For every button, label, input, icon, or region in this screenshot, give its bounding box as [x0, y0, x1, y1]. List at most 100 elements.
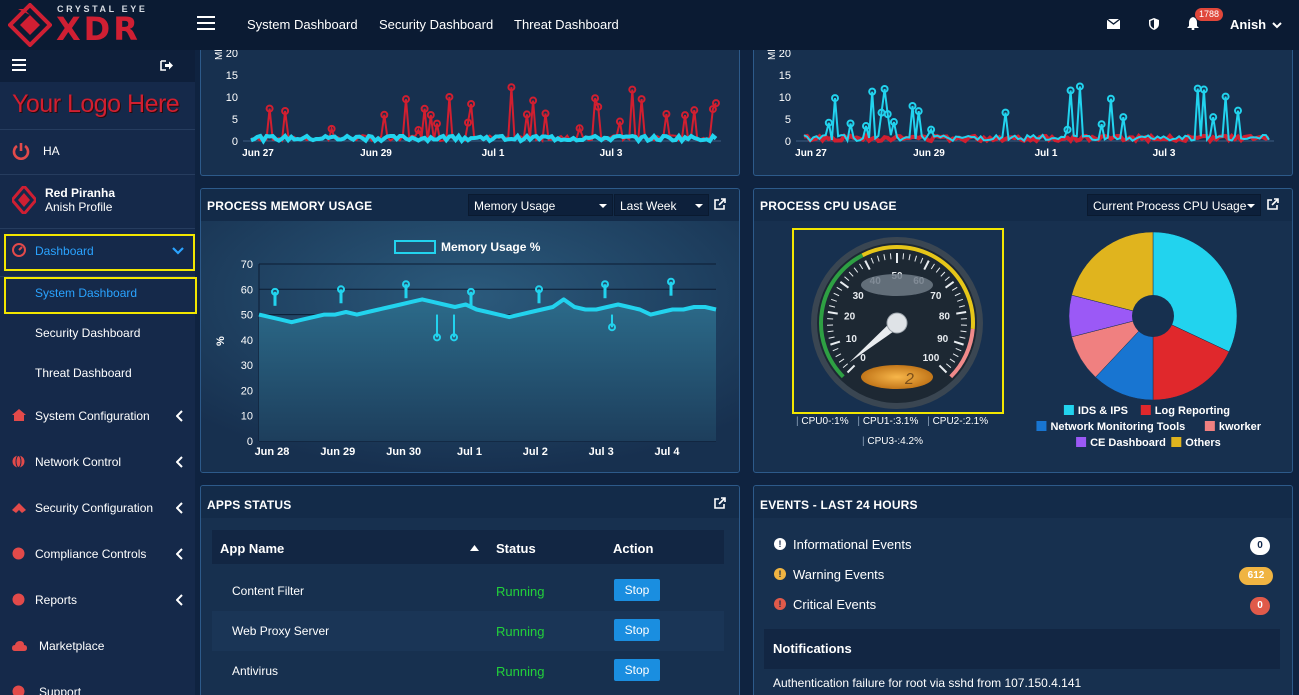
sidebar-item-marketplace[interactable]: Marketplace — [0, 632, 195, 660]
nav-security-dashboard[interactable]: Security Dashboard — [379, 17, 494, 32]
traffic-cyan-point — [1119, 113, 1128, 122]
sidebar-item-reports[interactable]: Reports — [0, 586, 195, 614]
memory-point — [271, 287, 279, 296]
nav-system-dashboard[interactable]: System Dashboard — [247, 17, 358, 32]
column-header-app-name[interactable]: App Name — [220, 541, 285, 556]
support-icon — [12, 685, 25, 695]
legend-label: Others — [1185, 437, 1220, 449]
traffic-red-point — [662, 110, 671, 118]
metric-select[interactable]: Memory Usage — [468, 194, 613, 216]
cpu-view-select[interactable]: Current Process CPU Usage — [1087, 194, 1261, 216]
sidebar-subitem-security-dashboard[interactable]: Security Dashboard — [35, 326, 141, 340]
external-link-icon[interactable] — [714, 198, 726, 210]
sidebar-item-label: Network Control — [35, 455, 122, 469]
table-row: Content Filter Running Stop — [212, 571, 724, 611]
y-tick-label: 10 — [241, 411, 253, 423]
metric-select-value: Memory Usage — [474, 199, 556, 213]
period-select[interactable]: Last Week — [614, 194, 709, 216]
event-row-informational[interactable]: ! Informational Events 0 — [774, 537, 1274, 557]
sidebar-item-ha[interactable]: HA — [0, 137, 195, 165]
y-tick-label: 15 — [226, 70, 238, 82]
sidebar-item-dashboard[interactable]: Dashboard — [0, 237, 195, 265]
cpu-core-label: CPU1-:3.1% — [862, 416, 919, 427]
notification-item[interactable]: Authentication failure for root via sshd… — [773, 676, 1082, 690]
highlight-box — [792, 228, 1004, 414]
traffic-red-point — [575, 124, 584, 133]
traffic-red-point — [522, 110, 531, 119]
traffic-cyan-point — [1221, 92, 1230, 101]
traffic-cyan-point — [846, 119, 855, 128]
external-link-icon[interactable] — [714, 497, 726, 509]
gauge-tick — [959, 336, 966, 339]
bell-icon[interactable] — [1187, 17, 1199, 30]
sidebar-collapse-icon[interactable] — [12, 59, 26, 74]
chevron-left-icon — [176, 548, 183, 560]
event-label: Critical Events — [793, 597, 877, 612]
traffic-cyan-point — [1234, 106, 1242, 115]
gauge-needle — [849, 319, 901, 363]
mail-icon[interactable] — [1107, 19, 1120, 29]
memory-point — [601, 280, 609, 289]
sidebar-profile[interactable]: Red Piranha Anish Profile — [0, 181, 195, 221]
traffic-cyan-point — [927, 125, 936, 134]
panel-header: PROCESS MEMORY USAGE Memory Usage Last W… — [201, 189, 739, 221]
y-tick-label: 15 — [779, 70, 791, 82]
brand[interactable]: CRYSTAL EYE XDR — [0, 0, 195, 50]
memory-point — [667, 277, 675, 286]
external-link-icon[interactable] — [1267, 198, 1279, 210]
traffic-cyan-point — [862, 122, 870, 131]
event-row-critical[interactable]: ! Critical Events 0 — [774, 597, 1274, 617]
stop-button[interactable]: Stop — [614, 659, 660, 681]
y-axis-label: % — [215, 336, 227, 346]
user-menu[interactable]: Anish — [1230, 17, 1282, 32]
x-tick-label: Jun 29 — [360, 148, 392, 159]
gauge-tick — [935, 267, 941, 273]
traffic-red-point — [281, 107, 290, 116]
sign-out-icon[interactable] — [160, 60, 173, 71]
x-tick-label: Jul 1 — [482, 148, 505, 159]
stop-button[interactable]: Stop — [614, 619, 660, 641]
gauge-tick — [842, 363, 849, 369]
traffic-red-point — [690, 106, 699, 115]
gauge-tick-label: 80 — [939, 311, 951, 322]
sidebar-item-system-configuration[interactable]: System Configuration — [0, 402, 195, 430]
app-status: Running — [496, 664, 545, 679]
gauge-tick — [944, 281, 955, 289]
sidebar-item-support[interactable]: Support — [0, 678, 195, 695]
sidebar-item-compliance-controls[interactable]: Compliance Controls — [0, 540, 195, 568]
warning-icon: ! — [774, 568, 786, 580]
traffic-cyan-point — [908, 101, 917, 110]
traffic-red-point — [541, 109, 550, 118]
shield-icon[interactable] — [1149, 18, 1159, 30]
gauge-tick-label: 30 — [853, 291, 865, 302]
globe-icon — [12, 455, 25, 468]
sort-asc-icon[interactable] — [470, 545, 479, 551]
y-tick-label: 0 — [247, 436, 253, 448]
nav-threat-dashboard[interactable]: Threat Dashboard — [514, 17, 619, 32]
traffic-red-point — [445, 92, 454, 101]
sidebar-item-security-configuration[interactable]: Security Configuration — [0, 494, 195, 522]
report-icon — [12, 593, 25, 606]
pie-hole — [1132, 295, 1174, 337]
info-icon: ! — [774, 538, 786, 550]
y-tick-label: 10 — [226, 92, 238, 104]
table-row: Antivirus Running Stop — [212, 651, 724, 691]
sidebar-subitem-threat-dashboard[interactable]: Threat Dashboard — [35, 366, 132, 380]
traffic-red-point — [681, 111, 689, 120]
compliance-icon — [12, 547, 25, 560]
traffic-red-point — [708, 105, 717, 114]
traffic-red-point — [594, 102, 603, 111]
traffic-cyan-point — [1097, 120, 1106, 129]
sidebar-subitem-system-dashboard[interactable]: System Dashboard — [35, 286, 138, 300]
cpu-pie-chart: IDS & IPS Log Reporting Network Monitoring… — [1036, 231, 1262, 449]
event-row-warning[interactable]: ! Warning Events 612 — [774, 567, 1274, 587]
gauge-tick — [844, 276, 850, 282]
stop-button[interactable]: Stop — [614, 579, 660, 601]
traffic-cyan-line — [803, 86, 1270, 144]
sidebar-item-network-control[interactable]: Network Control — [0, 448, 195, 476]
gauge-tick — [952, 353, 959, 358]
menu-toggle-icon[interactable] — [197, 16, 215, 32]
panel-title: EVENTS - LAST 24 HOURS — [760, 498, 918, 512]
memory-point — [450, 333, 458, 342]
chevron-left-icon — [176, 594, 183, 606]
